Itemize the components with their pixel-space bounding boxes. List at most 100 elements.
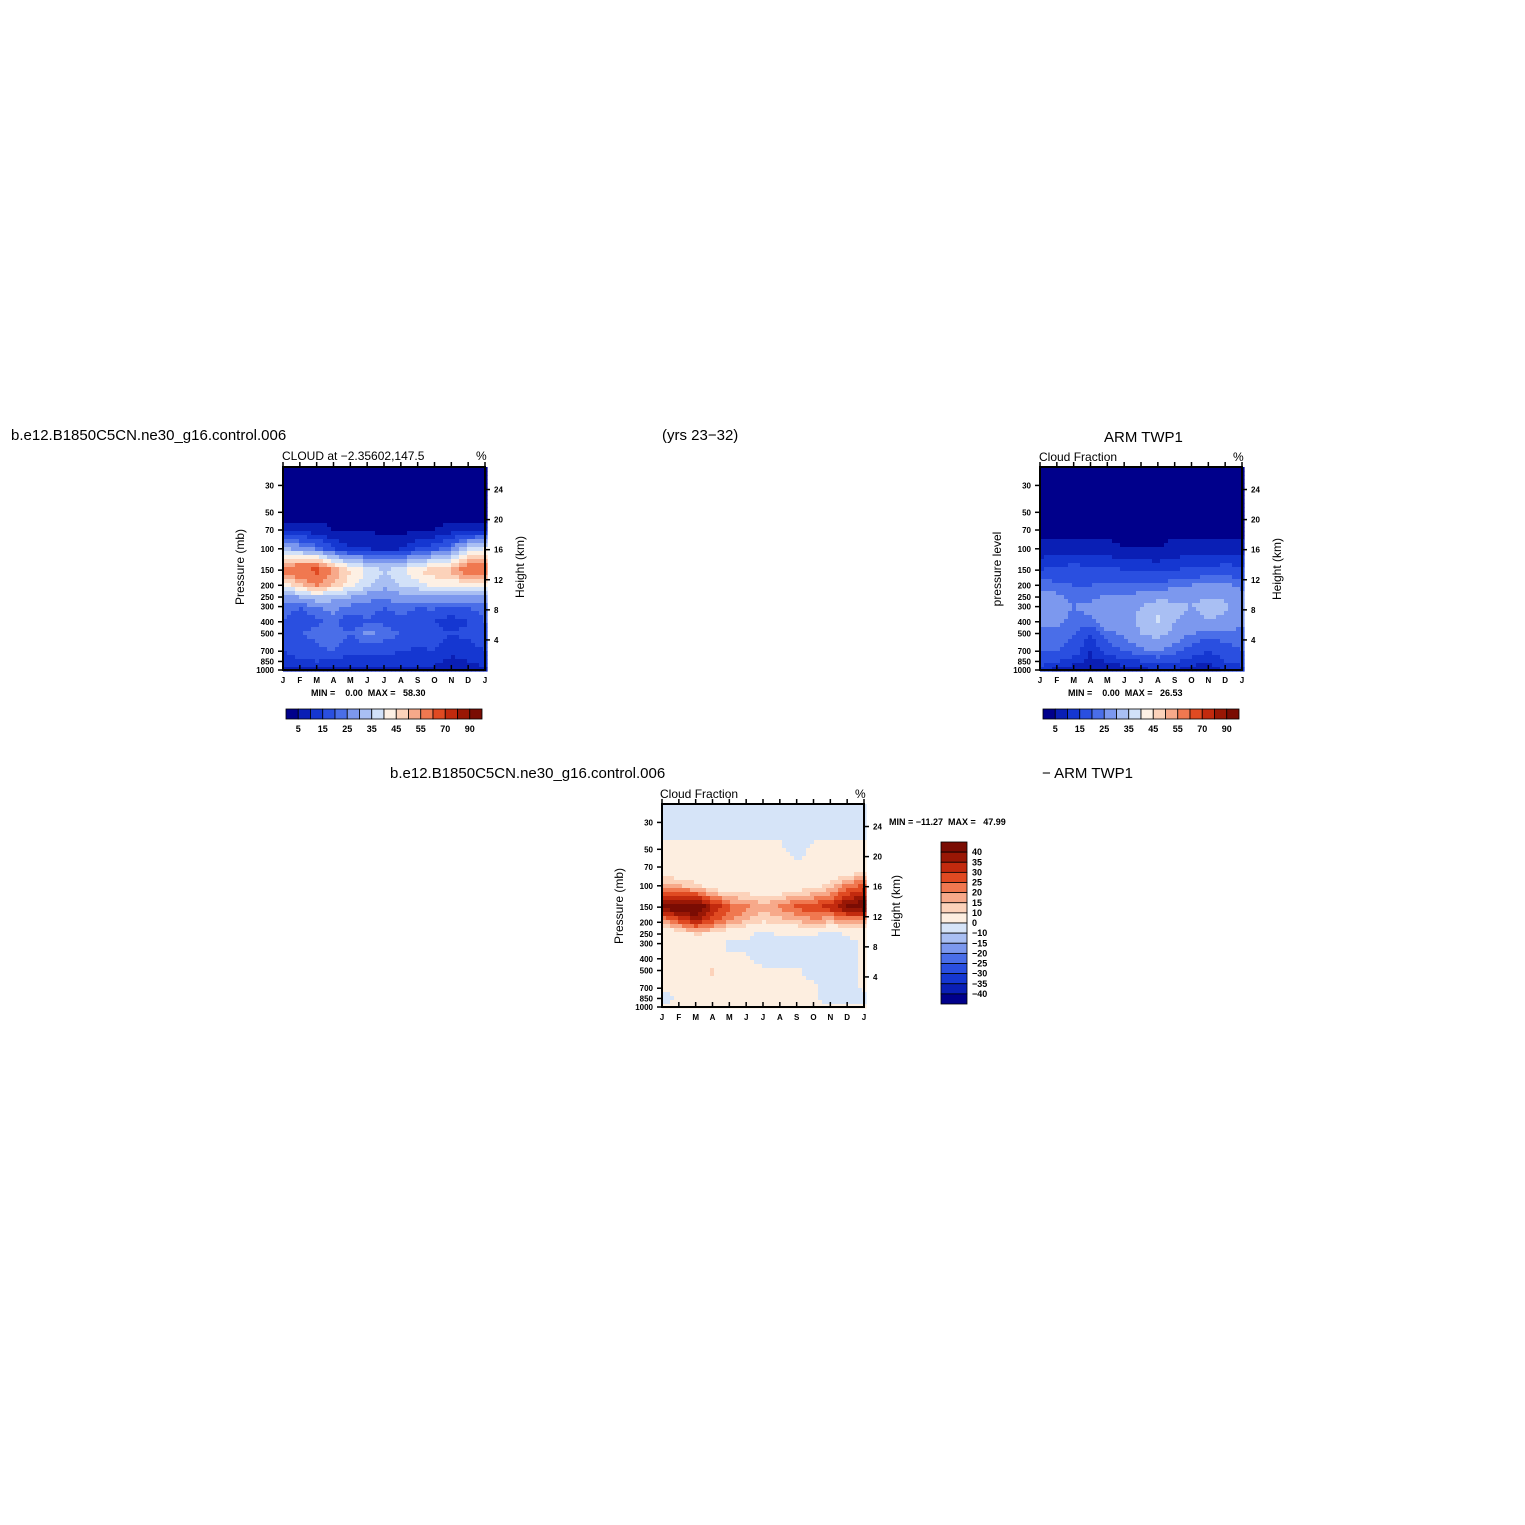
panel1-y-tick-label: 150: [261, 566, 275, 575]
colorbar3-swatch: [940, 892, 968, 904]
panel1-x-tick-label: M: [313, 676, 320, 685]
panel3-x-tick-label: A: [710, 1013, 716, 1022]
colorbar2-label: 15: [1075, 724, 1085, 734]
colorbar2-swatch: [1177, 708, 1191, 720]
panel2-x-tick-label: A: [1088, 676, 1094, 685]
panel3-y2label: Height (km): [889, 875, 903, 938]
colorbar2-swatch: [1189, 708, 1203, 720]
colorbar3-label: −30: [972, 969, 987, 979]
colorbar3-swatch: [940, 973, 968, 985]
panel3-y-tick-label: 700: [640, 984, 654, 993]
panel3-minmax: MIN = −11.27 MAX = 47.99: [889, 817, 1006, 827]
panel2-x-tick-label: N: [1205, 676, 1211, 685]
panel1-y2-tick-label: 24: [494, 486, 503, 495]
colorbar1-swatch: [346, 708, 360, 720]
panel1-minmax: MIN = 0.00 MAX = 58.30: [311, 688, 426, 698]
colorbar2-label: 35: [1124, 724, 1134, 734]
colorbar1-label: 35: [367, 724, 377, 734]
colorbar1-swatch: [420, 708, 434, 720]
colorbar2-swatch: [1165, 708, 1179, 720]
obs-name-bottom: − ARM TWP1: [1042, 765, 1133, 782]
panel2-y-tick-label: 100: [1018, 545, 1032, 554]
colorbar1-swatch: [408, 708, 422, 720]
colorbar2-swatch: [1091, 708, 1105, 720]
panel2-y-tick-label: 850: [1018, 657, 1032, 666]
panel3-x-tick-label: J: [761, 1013, 765, 1022]
panel2-ylabel: pressure level: [990, 531, 1004, 607]
colorbar1-swatch: [297, 708, 311, 720]
colorbar3-label: 0: [972, 918, 977, 928]
colorbar2-label: 25: [1099, 724, 1109, 734]
panel1-field: [283, 467, 488, 672]
panel2-y-tick-label: 300: [1018, 603, 1032, 612]
panel1-x-tick-label: A: [331, 676, 337, 685]
panel1-y-tick-label: 700: [261, 647, 275, 656]
panel3-y2-tick-label: 8: [873, 943, 878, 952]
colorbar2-swatch: [1152, 708, 1166, 720]
colorbar3-swatch: [940, 922, 968, 934]
colorbar3-label: 30: [972, 867, 982, 877]
colorbar2-label: 55: [1173, 724, 1183, 734]
colorbar3-swatch: [940, 841, 968, 853]
panel3-x-tick-label: M: [692, 1013, 699, 1022]
panel3-units: %: [855, 787, 866, 801]
colorbar3-swatch: [940, 912, 968, 924]
panel2-x-tick-label: M: [1070, 676, 1077, 685]
panel1-x-tick-label: M: [347, 676, 354, 685]
colorbar2-swatch: [1201, 708, 1215, 720]
panel2-x-tick-label: J: [1139, 676, 1143, 685]
colorbar1-swatch: [371, 708, 385, 720]
obs-name-top: ARM TWP1: [1104, 429, 1183, 446]
case-name-top: b.e12.B1850C5CN.ne30_g16.control.006: [11, 427, 287, 444]
colorbar3-label: −10: [972, 928, 987, 938]
colorbar3-label: −25: [972, 959, 987, 969]
panel2-field: [1040, 467, 1245, 672]
panel3-y2-tick-label: 4: [873, 973, 878, 982]
panel2-x-tick-label: J: [1240, 676, 1244, 685]
panel3-ylabel: Pressure (mb): [612, 868, 626, 945]
panel3-x-tick-label: J: [660, 1013, 664, 1022]
panel2-y-tick-label: 500: [1018, 630, 1032, 639]
panel3-y-tick-label: 1000: [635, 1003, 653, 1012]
panel3-y2-tick-label: 20: [873, 853, 882, 862]
colorbar1-swatch: [383, 708, 397, 720]
panel1-y-tick-label: 850: [261, 657, 275, 666]
colorbar2-swatch: [1103, 708, 1117, 720]
panel1-y2-tick-label: 16: [494, 546, 503, 555]
panel3-title: Cloud Fraction: [660, 787, 739, 801]
colorbar1-swatch: [310, 708, 324, 720]
panel2-x-tick-label: M: [1104, 676, 1111, 685]
panel2-x-tick-label: J: [1122, 676, 1126, 685]
colorbar3-label: 35: [972, 857, 982, 867]
panel1-x-tick-label: J: [382, 676, 386, 685]
panel2-minmax: MIN = 0.00 MAX = 26.53: [1068, 688, 1183, 698]
panel1-y-tick-label: 500: [261, 630, 275, 639]
colorbar1-label: 5: [296, 724, 301, 734]
panel1-y2-tick-label: 20: [494, 516, 503, 525]
panel2-y-tick-label: 50: [1022, 508, 1031, 517]
colorbar3-swatch: [940, 963, 968, 975]
panel1-x-tick-label: S: [415, 676, 421, 685]
panel2-colorbar: 5 15 25 35 45 55 70 90: [1042, 708, 1240, 734]
panel3-y-tick-label: 400: [640, 955, 654, 964]
panel3-y-tick-label: 850: [640, 994, 654, 1003]
panel2-y2-tick-label: 16: [1251, 546, 1260, 555]
panel1-x-tick-label: A: [398, 676, 404, 685]
colorbar2-label: 90: [1222, 724, 1232, 734]
panel2-y2-tick-label: 24: [1251, 486, 1260, 495]
panel2-x-tick-label: A: [1155, 676, 1161, 685]
panel2-y-tick-label: 70: [1022, 526, 1031, 535]
colorbar3-label: 25: [972, 878, 982, 888]
colorbar3-label: −20: [972, 948, 987, 958]
colorbar3-swatch: [940, 871, 968, 883]
colorbar1-swatch: [334, 708, 348, 720]
panel1-y-tick-label: 100: [261, 545, 275, 554]
colorbar3-swatch: [940, 851, 968, 863]
colorbar1-swatch: [444, 708, 458, 720]
panel2-x-tick-label: S: [1172, 676, 1178, 685]
panel1-title: CLOUD at −2.35602,147.5: [282, 449, 425, 463]
panel3-x-tick-label: D: [844, 1013, 850, 1022]
colorbar1-swatch: [359, 708, 373, 720]
panel3-y2-tick-label: 12: [873, 913, 882, 922]
